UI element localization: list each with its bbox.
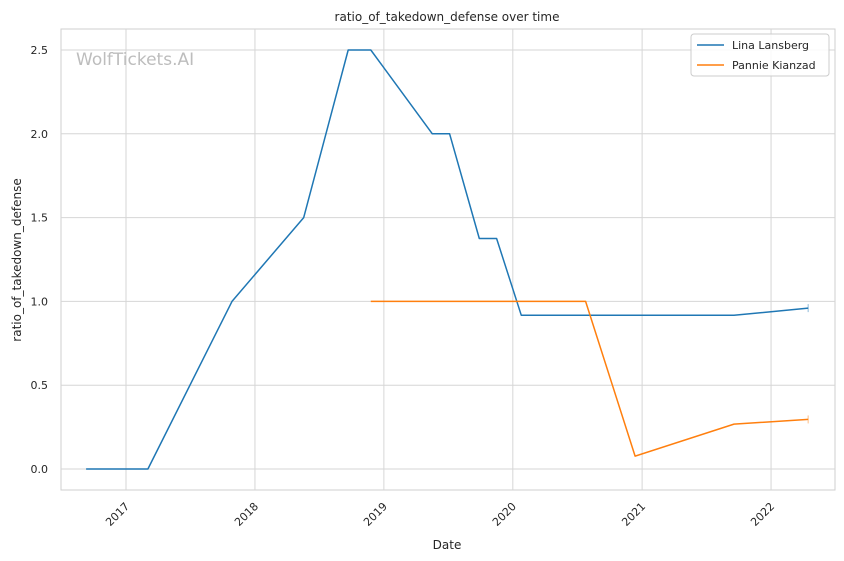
y-tick-label: 0.5 xyxy=(31,379,49,392)
x-tick-label: 2017 xyxy=(103,500,132,529)
y-tick-labels: 0.0 0.5 1.0 1.5 2.0 2.5 xyxy=(31,44,49,476)
y-tick-label: 1.0 xyxy=(31,295,49,308)
x-tick-label: 2018 xyxy=(232,500,261,529)
x-tick-label: 2021 xyxy=(619,500,648,529)
watermark: WolfTickets.AI xyxy=(76,50,194,70)
x-tick-label: 2020 xyxy=(490,500,519,529)
legend-box xyxy=(690,33,830,77)
x-tick-label: 2019 xyxy=(361,500,390,529)
chart-title: ratio_of_takedown_defense over time xyxy=(335,10,560,24)
y-tick-label: 2.5 xyxy=(31,44,49,57)
y-tick-label: 0.0 xyxy=(31,463,49,476)
series-line-0 xyxy=(86,49,809,470)
x-tick-label: 2022 xyxy=(748,500,777,529)
x-axis-title: Date xyxy=(433,538,462,552)
series-line-1 xyxy=(370,300,809,457)
legend: Lina Lansberg Pannie Kianzad xyxy=(690,33,830,77)
legend-label: Pannie Kianzad xyxy=(732,59,816,72)
legend-label: Lina Lansberg xyxy=(732,39,809,52)
series-lines xyxy=(86,49,809,470)
y-axis-title: ratio_of_takedown_defense xyxy=(10,178,24,341)
y-tick-label: 2.0 xyxy=(31,128,49,141)
y-tick-label: 1.5 xyxy=(31,212,49,225)
x-tick-labels: 2017 2018 2019 2020 2021 2022 xyxy=(103,500,777,529)
plot-area xyxy=(60,28,836,491)
